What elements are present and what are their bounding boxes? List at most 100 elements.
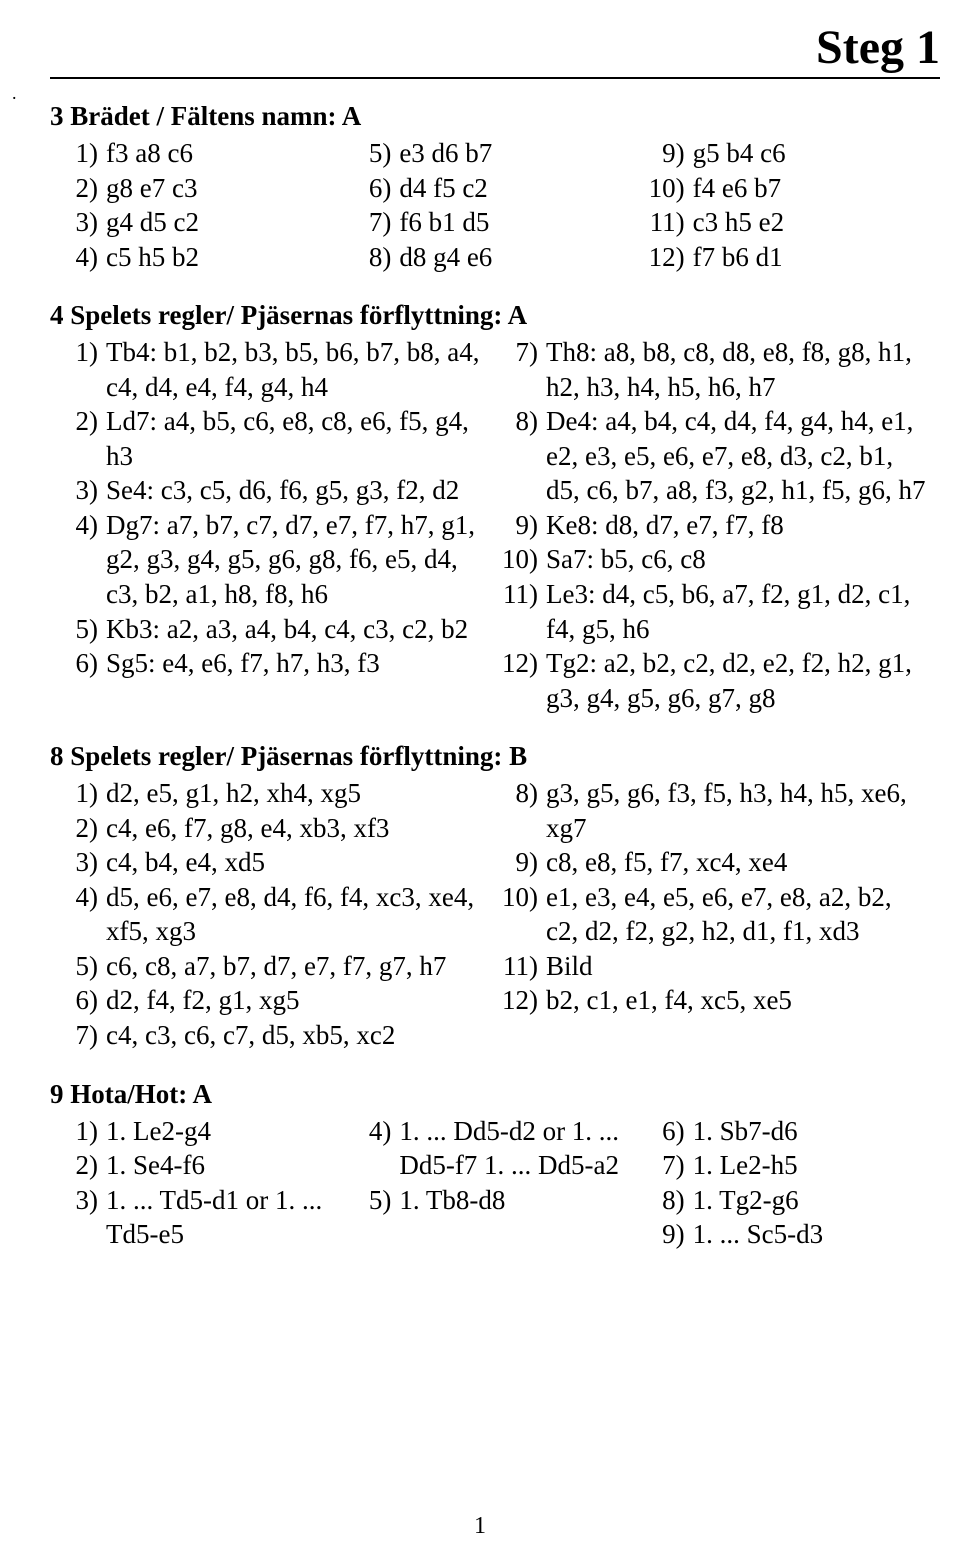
- item-body: 1. Se4-f6: [106, 1148, 343, 1183]
- item-body: c5 h5 b2: [106, 240, 343, 275]
- section-4-columns: 1)1. Le2-g42)1. Se4-f63)1. ... Td5-d1 or…: [50, 1114, 930, 1252]
- item-number: 7): [343, 205, 399, 240]
- item-body: Ld7: a4, b5, c6, e8, c8, e6, f5, g4, h3: [106, 404, 490, 473]
- section-2-columns: 1)Tb4: b1, b2, b3, b5, b6, b7, b8, a4, c…: [50, 335, 930, 715]
- item-number: 12): [490, 983, 546, 1018]
- list-item: 9)c8, e8, f5, f7, xc4, xe4: [490, 845, 930, 880]
- list-item: 4)d5, e6, e7, e8, d4, f6, f4, xc3, xe4, …: [50, 880, 490, 949]
- item-body: g5 b4 c6: [693, 136, 930, 171]
- item-number: 2): [50, 811, 106, 846]
- list-item: 7)1. Le2-h5: [637, 1148, 930, 1183]
- item-body: d8 g4 e6: [399, 240, 636, 275]
- item-body: f4 e6 b7: [693, 171, 930, 206]
- item-number: 6): [637, 1114, 693, 1149]
- list-item: 9)1. ... Sc5-d3: [637, 1217, 930, 1252]
- list-item: 2)g8 e7 c3: [50, 171, 343, 206]
- list-item: 8)De4: a4, b4, c4, d4, f4, g4, h4, e1, e…: [490, 404, 930, 508]
- section-1-col-1: 1)f3 a8 c62)g8 e7 c33)g4 d5 c24)c5 h5 b2: [50, 136, 343, 274]
- list-item: 5)e3 d6 b7: [343, 136, 636, 171]
- item-number: 6): [50, 646, 106, 681]
- item-number: 5): [343, 1183, 399, 1218]
- list-item: 3)1. ... Td5-d1 or 1. ... Td5-e5: [50, 1183, 343, 1252]
- item-number: 11): [490, 577, 546, 612]
- section-1-col-2: 5)e3 d6 b76)d4 f5 c27)f6 b1 d58)d8 g4 e6: [343, 136, 636, 274]
- item-body: 1. Sb7-d6: [693, 1114, 930, 1149]
- list-item: 6)Sg5: e4, e6, f7, h7, h3, f3: [50, 646, 490, 681]
- item-body: c4, e6, f7, g8, e4, xb3, xf3: [106, 811, 490, 846]
- item-body: Tg2: a2, b2, c2, d2, e2, f2, h2, g1, g3,…: [546, 646, 930, 715]
- list-item: 1)d2, e5, g1, h2, xh4, xg5: [50, 776, 490, 811]
- item-number: 8): [490, 776, 546, 811]
- list-item: 10)f4 e6 b7: [637, 171, 930, 206]
- list-item: 8)g3, g5, g6, f3, f5, h3, h4, h5, xe6, x…: [490, 776, 930, 845]
- item-number: 10): [637, 171, 693, 206]
- item-body: Sg5: e4, e6, f7, h7, h3, f3: [106, 646, 490, 681]
- item-number: 4): [50, 240, 106, 275]
- item-body: c4, b4, e4, xd5: [106, 845, 490, 880]
- item-body: 1. Tg2-g6: [693, 1183, 930, 1218]
- section-2-col-1: 1)Tb4: b1, b2, b3, b5, b6, b7, b8, a4, c…: [50, 335, 490, 680]
- item-body: c3 h5 e2: [693, 205, 930, 240]
- item-number: 12): [490, 646, 546, 681]
- item-body: Th8: a8, b8, c8, d8, e8, f8, g8, h1, h2,…: [546, 335, 930, 404]
- item-body: d5, e6, e7, e8, d4, f6, f4, xc3, xe4, xf…: [106, 880, 490, 949]
- list-item: 9)Ke8: d8, d7, e7, f7, f8: [490, 508, 930, 543]
- item-number: 1): [50, 136, 106, 171]
- list-item: 12)Tg2: a2, b2, c2, d2, e2, f2, h2, g1, …: [490, 646, 930, 715]
- section-1-heading: 3 Brädet / Fältens namn: A: [50, 101, 930, 132]
- item-number: 9): [637, 136, 693, 171]
- list-item: 3)Se4: c3, c5, d6, f6, g5, g3, f2, d2: [50, 473, 490, 508]
- item-number: 12): [637, 240, 693, 275]
- item-number: 7): [637, 1148, 693, 1183]
- item-body: d4 f5 c2: [399, 171, 636, 206]
- item-body: f3 a8 c6: [106, 136, 343, 171]
- item-number: 3): [50, 845, 106, 880]
- item-body: f7 b6 d1: [693, 240, 930, 275]
- section-1: 3 Brädet / Fältens namn: A 1)f3 a8 c62)g…: [50, 101, 930, 274]
- list-item: 4)1. ... Dd5-d2 or 1. ... Dd5-f7 1. ... …: [343, 1114, 636, 1183]
- item-body: c6, c8, a7, b7, d7, e7, f7, g7, h7: [106, 949, 490, 984]
- item-body: e3 d6 b7: [399, 136, 636, 171]
- section-3-col-2: 8)g3, g5, g6, f3, f5, h3, h4, h5, xe6, x…: [490, 776, 930, 1018]
- list-item: 12)f7 b6 d1: [637, 240, 930, 275]
- title-rule: [50, 77, 940, 79]
- item-number: 1): [50, 776, 106, 811]
- item-number: 8): [490, 404, 546, 439]
- list-item: 1)f3 a8 c6: [50, 136, 343, 171]
- item-body: c8, e8, f5, f7, xc4, xe4: [546, 845, 930, 880]
- item-body: Sa7: b5, c6, c8: [546, 542, 930, 577]
- list-item: 4)Dg7: a7, b7, c7, d7, e7, f7, h7, g1, g…: [50, 508, 490, 612]
- list-item: 2)c4, e6, f7, g8, e4, xb3, xf3: [50, 811, 490, 846]
- item-number: 8): [637, 1183, 693, 1218]
- item-number: 2): [50, 404, 106, 439]
- item-number: 7): [490, 335, 546, 370]
- item-body: e1, e3, e4, e5, e6, e7, e8, a2, b2, c2, …: [546, 880, 930, 949]
- item-number: 3): [50, 1183, 106, 1218]
- list-item: 10)e1, e3, e4, e5, e6, e7, e8, a2, b2, c…: [490, 880, 930, 949]
- item-body: d2, e5, g1, h2, xh4, xg5: [106, 776, 490, 811]
- section-4-col-1: 1)1. Le2-g42)1. Se4-f63)1. ... Td5-d1 or…: [50, 1114, 343, 1252]
- item-body: g4 d5 c2: [106, 205, 343, 240]
- section-2: 4 Spelets regler/ Pjäsernas förflyttning…: [50, 300, 930, 715]
- item-number: 9): [490, 845, 546, 880]
- item-number: 10): [490, 542, 546, 577]
- item-number: 4): [343, 1114, 399, 1149]
- item-number: 8): [343, 240, 399, 275]
- document-page: . Steg 1 3 Brädet / Fältens namn: A 1)f3…: [0, 0, 960, 1544]
- list-item: 6)d2, f4, f2, g1, xg5: [50, 983, 490, 1018]
- section-4-heading: 9 Hota/Hot: A: [50, 1079, 930, 1110]
- item-body: c4, c3, c6, c7, d5, xb5, xc2: [106, 1018, 490, 1053]
- header-dot: .: [12, 83, 17, 104]
- item-body: d2, f4, f2, g1, xg5: [106, 983, 490, 1018]
- list-item: 6)1. Sb7-d6: [637, 1114, 930, 1149]
- item-number: 10): [490, 880, 546, 915]
- item-number: 6): [343, 171, 399, 206]
- list-item: 7)c4, c3, c6, c7, d5, xb5, xc2: [50, 1018, 490, 1053]
- section-1-columns: 1)f3 a8 c62)g8 e7 c33)g4 d5 c24)c5 h5 b2…: [50, 136, 930, 274]
- item-body: Ke8: d8, d7, e7, f7, f8: [546, 508, 930, 543]
- section-2-heading: 4 Spelets regler/ Pjäsernas förflyttning…: [50, 300, 930, 331]
- item-number: 3): [50, 205, 106, 240]
- item-body: Se4: c3, c5, d6, f6, g5, g3, f2, d2: [106, 473, 490, 508]
- list-item: 5)Kb3: a2, a3, a4, b4, c4, c3, c2, b2: [50, 612, 490, 647]
- list-item: 5)c6, c8, a7, b7, d7, e7, f7, g7, h7: [50, 949, 490, 984]
